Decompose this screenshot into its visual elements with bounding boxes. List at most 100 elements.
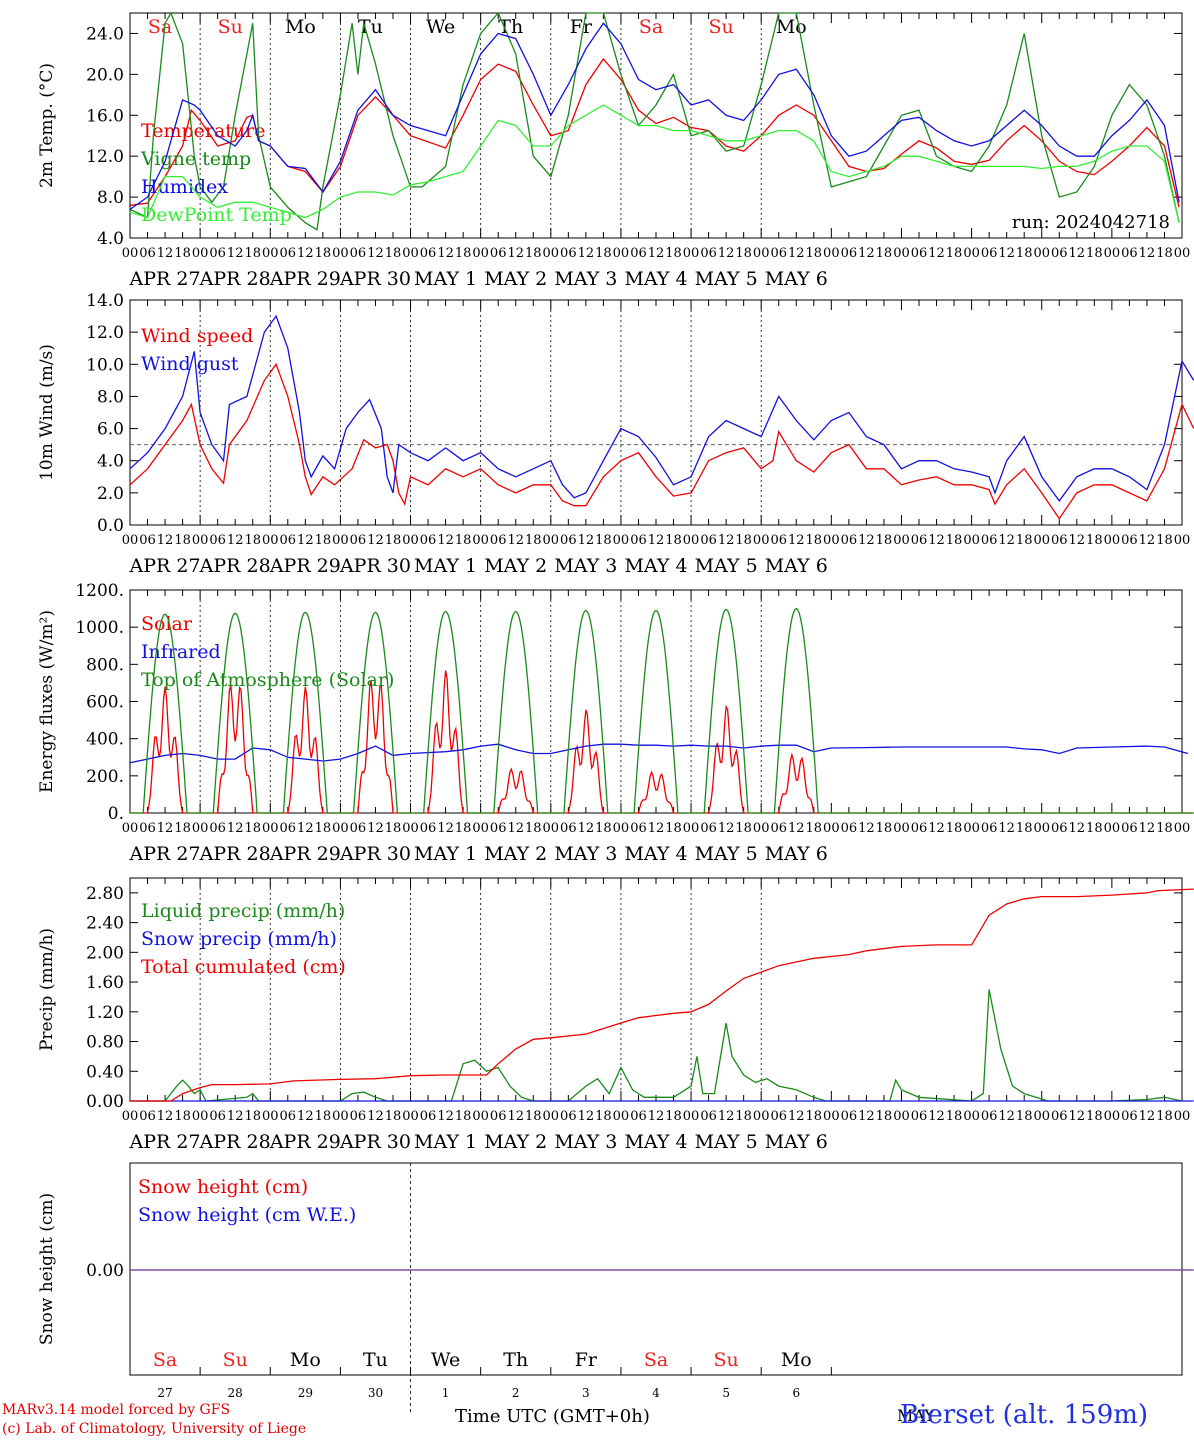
y-tick-label: 24.0 bbox=[86, 24, 124, 44]
y-tick-label: 4.0 bbox=[97, 452, 124, 472]
y-axis-label: Snow height (cm) bbox=[37, 1193, 57, 1345]
weekday-label: Su bbox=[218, 16, 243, 38]
hour-tick-label: 12 bbox=[788, 246, 805, 261]
day-number-label: 29 bbox=[298, 1386, 313, 1400]
hour-tick-label: 00 bbox=[262, 821, 279, 836]
hour-tick-label: 12 bbox=[928, 821, 945, 836]
hour-tick-label: 06 bbox=[490, 246, 507, 261]
hour-tick-label: 06 bbox=[630, 533, 647, 548]
series-line-0 bbox=[129, 57, 1180, 208]
y-tick-label: 0.0 bbox=[97, 516, 124, 536]
series-line-0 bbox=[130, 989, 1183, 1102]
hour-tick-label: 00 bbox=[192, 821, 209, 836]
hour-tick-label: 00 bbox=[122, 246, 139, 261]
hour-tick-label: 06 bbox=[841, 821, 858, 836]
hour-tick-label: 06 bbox=[981, 1109, 998, 1124]
credit-line-2: (c) Lab. of Climatology, University of L… bbox=[2, 1421, 307, 1437]
hour-tick-label: 18 bbox=[876, 246, 893, 261]
day-number-label: 1 bbox=[442, 1386, 450, 1400]
hour-tick-label: 12 bbox=[928, 533, 945, 548]
weekday-label: Sa bbox=[148, 16, 172, 38]
hour-tick-label: 18 bbox=[174, 533, 191, 548]
date-label: APR 27 bbox=[129, 268, 201, 290]
hour-tick-label: 18 bbox=[1016, 1109, 1033, 1124]
hour-tick-label: 12 bbox=[718, 1109, 735, 1124]
hour-tick-label: 18 bbox=[385, 821, 402, 836]
hour-tick-label: 12 bbox=[367, 821, 384, 836]
station-label: Bierset (alt. 159m) bbox=[900, 1400, 1149, 1430]
series-line-0 bbox=[130, 670, 1194, 814]
hour-tick-label: 00 bbox=[1174, 1109, 1191, 1124]
hour-tick-label: 00 bbox=[893, 821, 910, 836]
date-label: APR 28 bbox=[199, 1131, 271, 1153]
hour-tick-label: 06 bbox=[1051, 821, 1068, 836]
hour-tick-label: 18 bbox=[455, 821, 472, 836]
day-number-label: 5 bbox=[722, 1386, 730, 1400]
hour-tick-label: 12 bbox=[227, 1109, 244, 1124]
hour-tick-label: 18 bbox=[1016, 533, 1033, 548]
hour-tick-label: 00 bbox=[963, 1109, 980, 1124]
hour-tick-label: 06 bbox=[490, 821, 507, 836]
panel-frame-2 bbox=[129, 589, 1183, 814]
date-label: MAY 4 bbox=[624, 555, 687, 577]
hour-tick-label: 06 bbox=[700, 821, 717, 836]
y-axis-label: Precip (mm/h) bbox=[37, 928, 57, 1051]
legend-entry: Infrared bbox=[141, 641, 221, 663]
hour-tick-label: 12 bbox=[437, 821, 454, 836]
hour-tick-label: 06 bbox=[700, 1109, 717, 1124]
hour-tick-label: 12 bbox=[1139, 821, 1156, 836]
date-label: APR 30 bbox=[339, 843, 411, 865]
hour-tick-label: 06 bbox=[770, 821, 787, 836]
hour-tick-label: 06 bbox=[560, 246, 577, 261]
date-label: MAY 4 bbox=[624, 1131, 687, 1153]
hour-tick-label: 00 bbox=[1174, 246, 1191, 261]
hour-tick-label: 06 bbox=[1051, 533, 1068, 548]
hour-tick-label: 12 bbox=[648, 1109, 665, 1124]
hour-tick-label: 00 bbox=[683, 533, 700, 548]
y-tick-label: 10.0 bbox=[86, 355, 124, 375]
date-label: APR 29 bbox=[269, 1131, 341, 1153]
date-label: MAY 6 bbox=[765, 555, 828, 577]
hour-tick-label: 06 bbox=[139, 246, 156, 261]
hour-tick-label: 12 bbox=[788, 533, 805, 548]
y-axis-label: 10m Wind (m/s) bbox=[37, 344, 57, 481]
hour-tick-label: 12 bbox=[998, 1109, 1015, 1124]
weekday-label: Sa bbox=[644, 1349, 668, 1371]
hour-tick-label: 00 bbox=[122, 533, 139, 548]
weekday-label: Sa bbox=[639, 16, 663, 38]
day-number-label: 30 bbox=[368, 1386, 383, 1400]
panel-frame-1 bbox=[129, 299, 1183, 526]
hour-tick-label: 12 bbox=[788, 1109, 805, 1124]
hour-tick-label: 06 bbox=[1121, 1109, 1138, 1124]
hour-tick-label: 00 bbox=[753, 246, 770, 261]
hour-tick-label: 12 bbox=[1069, 246, 1086, 261]
hour-tick-label: 06 bbox=[1121, 246, 1138, 261]
hour-tick-label: 12 bbox=[578, 533, 595, 548]
y-tick-label: 800. bbox=[86, 655, 124, 675]
hour-tick-label: 00 bbox=[1104, 533, 1121, 548]
hour-tick-label: 06 bbox=[280, 533, 297, 548]
x-axis-label: Time UTC (GMT+0h) bbox=[455, 1406, 650, 1427]
y-tick-label: 0.80 bbox=[86, 1033, 124, 1053]
hour-tick-label: 06 bbox=[630, 1109, 647, 1124]
hour-tick-label: 00 bbox=[1033, 533, 1050, 548]
series-line-2 bbox=[129, 22, 1180, 210]
hour-tick-label: 00 bbox=[1104, 1109, 1121, 1124]
hour-tick-label: 12 bbox=[227, 821, 244, 836]
hour-tick-label: 18 bbox=[806, 1109, 823, 1124]
hour-tick-label: 12 bbox=[157, 821, 174, 836]
hour-tick-label: 00 bbox=[1174, 821, 1191, 836]
hour-tick-label: 12 bbox=[227, 533, 244, 548]
date-label: MAY 1 bbox=[414, 555, 477, 577]
hour-tick-label: 12 bbox=[367, 1109, 384, 1124]
hour-tick-label: 18 bbox=[876, 533, 893, 548]
hour-tick-label: 18 bbox=[1086, 246, 1103, 261]
hour-tick-label: 06 bbox=[981, 246, 998, 261]
weekday-label: Su bbox=[223, 1349, 248, 1371]
series-line-0 bbox=[129, 362, 1194, 520]
hour-tick-label: 06 bbox=[280, 1109, 297, 1124]
hour-tick-label: 06 bbox=[490, 533, 507, 548]
series-line-3 bbox=[129, 104, 1180, 223]
weekday-label: We bbox=[431, 1349, 460, 1371]
